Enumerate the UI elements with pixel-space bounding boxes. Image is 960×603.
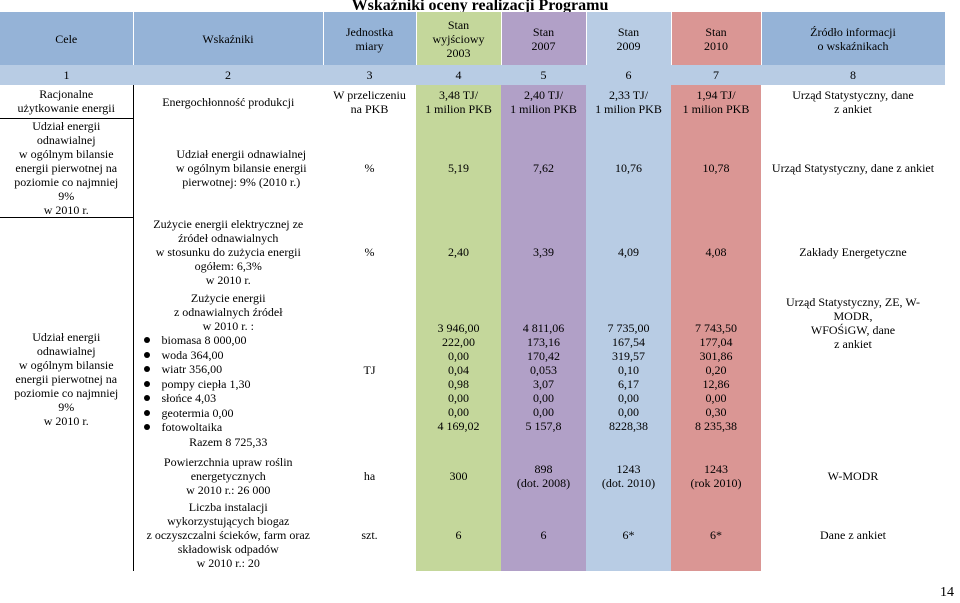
value-2003: 3,48 TJ/ 1 milion PKB: [416, 85, 501, 118]
table-row: Udział energii odnawialnej w ogólnym bil…: [0, 118, 945, 218]
table-row: Powierzchnia upraw roślin energetycznych…: [0, 453, 945, 499]
page-title: Wskaźniki oceny realizacji Programu: [351, 0, 609, 14]
value-2007: 898 (dot. 2008): [501, 453, 586, 499]
value-2003: 5,19: [416, 118, 501, 217]
header-row: Cele Wskaźniki Jednostka miary Stan wyjś…: [0, 12, 946, 65]
list-item: biomasa 8 000,00: [143, 333, 324, 348]
header-stan-2009: Stan 2009: [586, 12, 672, 65]
header-wskazniki: Wskaźniki: [133, 12, 324, 65]
unit-cell: %: [364, 160, 375, 175]
unit-cell: szt.: [361, 528, 378, 542]
goal-cell: Udział energii odnawialnej w ogólnym bil…: [14, 329, 119, 428]
column-number-row: 1 2 3 4 5 6 7 8: [0, 65, 945, 85]
indicator-cell: Liczba instalacji wykorzystujących bioga…: [146, 500, 310, 570]
source-cell: Dane z ankiet: [820, 528, 886, 542]
value-2009: 1243 (dot. 2010): [586, 453, 671, 499]
unit-cell: TJ: [363, 363, 376, 377]
header-stan-2003: Stan wyjściowy 2003: [416, 12, 502, 65]
value-2010: 6*: [671, 499, 761, 571]
list-item: słońce 4,03: [143, 391, 324, 406]
list-item: geotermia 0,00: [143, 406, 324, 421]
list-item: woda 364,00: [143, 348, 324, 363]
goal-cell: Racjonalne użytkowanie energii: [0, 85, 134, 119]
column-number: 6: [586, 65, 671, 85]
column-number: 2: [133, 65, 323, 85]
indicator-heading: Zużycie energii z odnawialnych źródeł w …: [173, 291, 283, 334]
value-2007: 4 811,06 173,16 170,42 0,053 3,07 0,00 0…: [501, 287, 586, 453]
value-2010: 10,78: [671, 118, 761, 217]
column-number: 3: [323, 65, 416, 85]
header-zrodlo: Źródło informacji o wskaźnikach: [761, 12, 946, 65]
value-2007: 3,39: [501, 217, 586, 287]
value-2003: 3 946,00 222,00 0,00 0,04 0,98 0,00 0,00…: [416, 287, 501, 453]
value-2009: 6*: [586, 499, 671, 571]
value-2010: 4,08: [671, 217, 761, 287]
value-2007: 6: [501, 499, 586, 571]
value-2010: 7 743,50 177,04 301,86 0,20 12,86 0,00 0…: [671, 287, 761, 453]
value-2007: 2,40 TJ/ 1 milion PKB: [501, 85, 586, 118]
value-2009: 7 735,00 167,54 319,57 0,10 6,17 0,00 0,…: [586, 287, 671, 453]
unit-cell: %: [364, 245, 375, 259]
list-item: pompy ciepła 1,30: [143, 377, 324, 392]
indicators-table: Cele Wskaźniki Jednostka miary Stan wyjś…: [0, 12, 946, 571]
value-2009: 10,76: [586, 118, 671, 217]
source-cell: Zakłady Energetyczne: [799, 245, 907, 259]
goal-cell: Udział energii odnawialnej w ogólnym bil…: [0, 118, 134, 218]
indicator-cell: Zużycie energii elektrycznej ze źródeł o…: [153, 217, 304, 287]
source-cell: Urząd Statystyczny, dane z ankiet: [792, 87, 914, 116]
column-number: 4: [416, 65, 501, 85]
value-2003: 300: [416, 453, 501, 499]
value-2010: 1,94 TJ/ 1 milion PKB: [671, 85, 761, 118]
value-2009: 4,09: [586, 217, 671, 287]
energy-source-list: biomasa 8 000,00 woda 364,00 wiatr 356,0…: [134, 333, 324, 435]
indicator-cell: Energochłonność produkcji: [162, 94, 295, 109]
value-2007: 7,62: [501, 118, 586, 217]
header-stan-2010: Stan 2010: [671, 12, 762, 65]
value-2003: 2,40: [416, 217, 501, 287]
header-cele: Cele: [0, 12, 134, 65]
page-number: 14: [940, 585, 954, 600]
column-number: 5: [501, 65, 586, 85]
header-stan-2007: Stan 2007: [501, 12, 587, 65]
indicator-cell: Udział energii odnawialnej w ogólnym bil…: [175, 146, 307, 189]
source-cell: W-MODR: [827, 469, 879, 483]
table-row: Zużycie energii z odnawialnych źródeł w …: [0, 287, 945, 453]
list-item: wiatr 356,00: [143, 362, 324, 377]
table-row: Racjonalne użytkowanie energii Energochł…: [0, 85, 945, 119]
unit-cell: W przeliczeniu na PKB: [333, 87, 406, 116]
indicator-cell: Zużycie energii z odnawialnych źródeł w …: [133, 287, 323, 453]
table-row: Udział energii odnawialnej w ogólnym bil…: [0, 217, 945, 571]
source-cell: Urząd Statystyczny, dane z ankiet: [771, 160, 935, 175]
list-item: fotowoltaika: [143, 420, 324, 435]
value-2010: 1243 (rok 2010): [671, 453, 761, 499]
unit-cell: ha: [363, 469, 376, 483]
table-row: Liczba instalacji wykorzystujących bioga…: [0, 499, 945, 571]
value-2009: 2,33 TJ/ 1 milion PKB: [586, 85, 671, 118]
total-label: Razem 8 725,33: [189, 434, 268, 449]
value-2003: 6: [416, 499, 501, 571]
indicator-cell: Powierzchnia upraw roślin energetycznych…: [163, 455, 293, 497]
column-number: 7: [671, 65, 761, 85]
source-cell: Urząd Statystyczny, ZE, W- MODR, WFOŚiGW…: [786, 295, 920, 351]
column-number: 8: [761, 65, 945, 85]
column-number: 1: [0, 65, 133, 85]
header-jednostka: Jednostka miary: [323, 12, 417, 65]
